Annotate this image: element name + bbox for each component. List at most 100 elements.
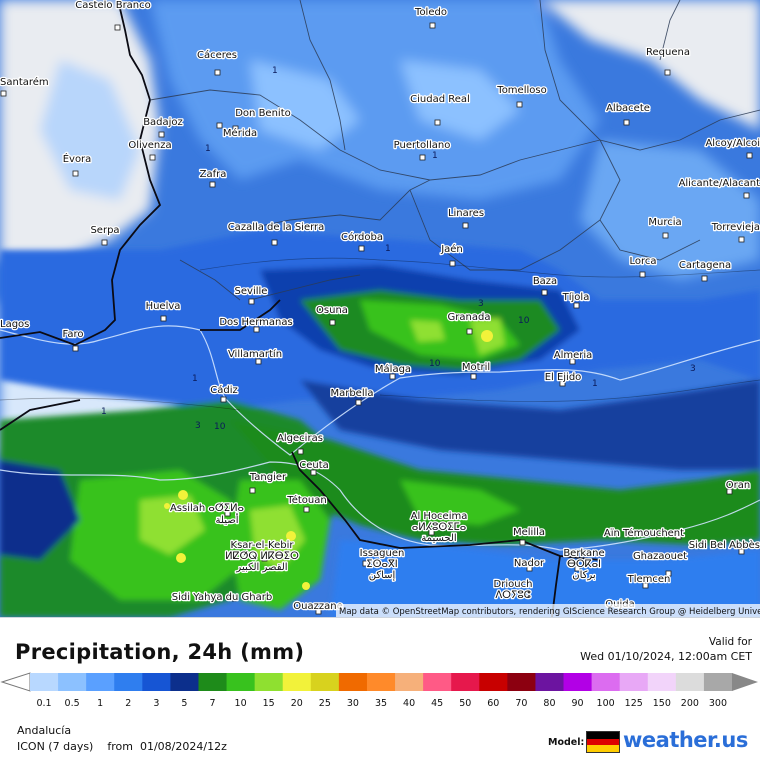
scale-tick: 25 [318,698,331,709]
city-label: Tangier [249,472,287,483]
germany-flag-icon [586,731,620,753]
scale-swatch [198,673,228,691]
city-label: Ouazzane [293,601,342,612]
city-label: Toledo [414,7,447,18]
svg-text:10: 10 [214,422,226,432]
scale-max-arrow [732,673,758,691]
city-label: Melilla [513,527,545,538]
scale-swatch [366,673,396,691]
scale-tick: 0.1 [36,698,52,709]
city-label: ⴷⵔⵢⵓⵛ [495,590,530,601]
scale-swatch [254,673,284,691]
city-label: Berkane [563,548,604,559]
city-label: Motril [462,362,490,373]
city-label: Málaga [375,363,411,375]
city-label: Osuna [316,305,348,316]
scale-tick: 200 [680,698,699,709]
scale-tick: 80 [543,698,556,709]
scale-tick: 300 [708,698,728,709]
scale-swatch [563,673,593,691]
scale-tick: 70 [515,698,528,709]
svg-text:1: 1 [101,407,107,417]
city-label: Cartagena [679,260,731,271]
coastlines [0,325,760,551]
city-label: Castelo Branco [75,0,151,11]
city-markers [0,22,753,615]
city-label: Alcoy/Alcoi [705,138,760,149]
color-scale [0,672,758,692]
scale-swatch [114,673,143,691]
city-label: إساكن [369,570,396,581]
city-label: الحسيمة [421,533,456,544]
city-label: Baza [533,276,557,287]
city-label: ⴱⵔⴽⴰⵏ [567,559,601,570]
city-label: Al Hoceima [411,511,468,522]
city-label: Sidi Yahya du Gharb [172,592,272,603]
city-label: Cáceres [197,49,237,61]
city-label: Serpa [90,225,119,236]
scale-swatch [451,673,480,691]
scale-swatch [170,673,199,691]
city-label: Aïn Témouchent [604,527,684,539]
city-label: Mérida [223,127,257,139]
scale-swatch [423,673,452,691]
city-label: Don Benito [235,108,291,119]
brand-block[interactable]: Model: weather.us [548,728,753,755]
scale-tick: 1 [97,698,104,709]
city-label: Linares [448,208,484,219]
city-label: Ceuta [299,460,329,471]
scale-swatch [142,673,171,691]
city-label: Driouch [494,579,533,590]
scale-tick: 35 [374,698,388,709]
city-label: Ghazaouet [633,551,687,562]
isolines [0,257,760,411]
city-label: Ciudad Real [410,94,470,105]
city-label: أصيلة [216,513,239,526]
region-name: Andalucía [17,724,72,737]
scale-tick: 30 [346,698,359,709]
scale-tick: 60 [487,698,500,709]
city-label: Marbella [330,388,373,399]
city-label: Évora [63,152,92,165]
svg-text:10: 10 [429,359,441,369]
scale-swatch [647,673,677,691]
country-borders [0,0,601,617]
city-label: Tétouan [286,494,326,506]
city-label: Cádiz [210,384,238,396]
precip-moderate-areas [0,230,760,617]
city-label: Lorca [629,256,656,267]
scale-swatch [395,673,424,691]
scale-tick: 5 [181,698,188,709]
scale-swatch [675,673,705,691]
city-label: بركان [572,570,595,581]
scale-swatch [479,673,508,691]
city-label: Jaén [440,243,463,255]
scale-swatch [226,673,256,691]
scale-tick: 90 [571,698,584,709]
city-label: Requena [646,47,690,58]
scale-swatch [282,673,312,691]
city-label: Granada [448,312,491,323]
model-run-info: ICON (7 days) from 01/08/2024/12z [17,740,227,753]
attribution-background [336,604,760,617]
legend-title: Precipitation, 24h (mm) [15,640,305,664]
city-label: Tíjola [562,291,590,303]
scale-swatch [619,673,649,691]
map-attribution: Map data © OpenStreetMap contributors, r… [339,607,760,617]
scale-swatch [535,673,565,691]
city-label: Seville [235,286,268,297]
precipitation-map[interactable]: 1 1 1 1 1 1 1 3 10 3 10 3 10 [0,0,760,617]
svg-text:1: 1 [192,374,198,384]
svg-text:3: 3 [195,421,201,431]
city-label: Sidi Bel Abbès [689,539,760,551]
brand-logo[interactable]: weather.us [623,728,748,752]
precip-heavy-spots [164,330,493,590]
precip-light-areas [0,0,760,460]
city-label: Cazalla de la Sierra [228,222,325,233]
city-label: Algeciras [277,433,323,444]
city-label: Murcia [648,217,681,228]
scale-tick: 100 [596,698,615,709]
city-label: Zafra [200,169,227,180]
scale-tick: 2 [125,698,132,709]
